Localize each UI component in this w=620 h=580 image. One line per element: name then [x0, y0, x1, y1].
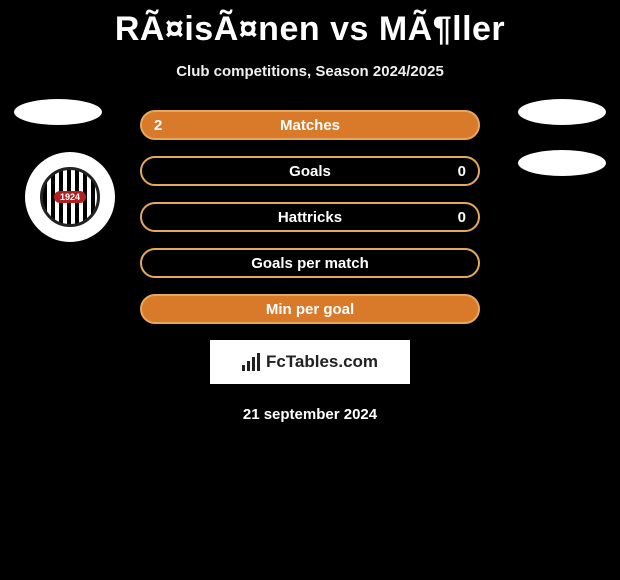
club-logo: 1924 [25, 152, 115, 242]
club-logo-year: 1924 [54, 191, 86, 203]
player-right-badge-placeholder-2 [518, 150, 606, 176]
stats-bars: 2 Matches Goals 0 Hattricks 0 Goals per match M… [140, 110, 480, 324]
stat-bar: Goals per match [140, 248, 480, 278]
content-area: 1924 2 Matches Goals 0 Hattricks 0 Goals per m… [0, 110, 620, 423]
stat-bar: 2 Matches [140, 110, 480, 140]
brand-logo-box: FcTables.com [210, 340, 410, 384]
club-logo-stripes: 1924 [40, 167, 100, 227]
stat-label: Matches [280, 117, 340, 134]
stat-bar: Min per goal [140, 294, 480, 324]
bar-chart-icon [242, 353, 260, 371]
stat-label: Hattricks [278, 209, 342, 226]
date-text: 21 september 2024 [0, 406, 620, 423]
page-subtitle: Club competitions, Season 2024/2025 [0, 63, 620, 80]
stat-bar: Goals 0 [140, 156, 480, 186]
page-title: RÃ¤isÃ¤nen vs MÃ¶ller [0, 0, 620, 49]
brand-text: FcTables.com [266, 352, 378, 372]
stat-label: Min per goal [266, 301, 354, 318]
player-right-badge-placeholder-1 [518, 99, 606, 125]
stat-label: Goals per match [251, 255, 369, 272]
brand-logo: FcTables.com [242, 352, 378, 372]
stat-value-left: 2 [154, 117, 162, 134]
stat-label: Goals [289, 163, 331, 180]
stat-value-right: 0 [458, 163, 466, 180]
player-left-badge-placeholder [14, 99, 102, 125]
stat-value-right: 0 [458, 209, 466, 226]
stat-bar: Hattricks 0 [140, 202, 480, 232]
